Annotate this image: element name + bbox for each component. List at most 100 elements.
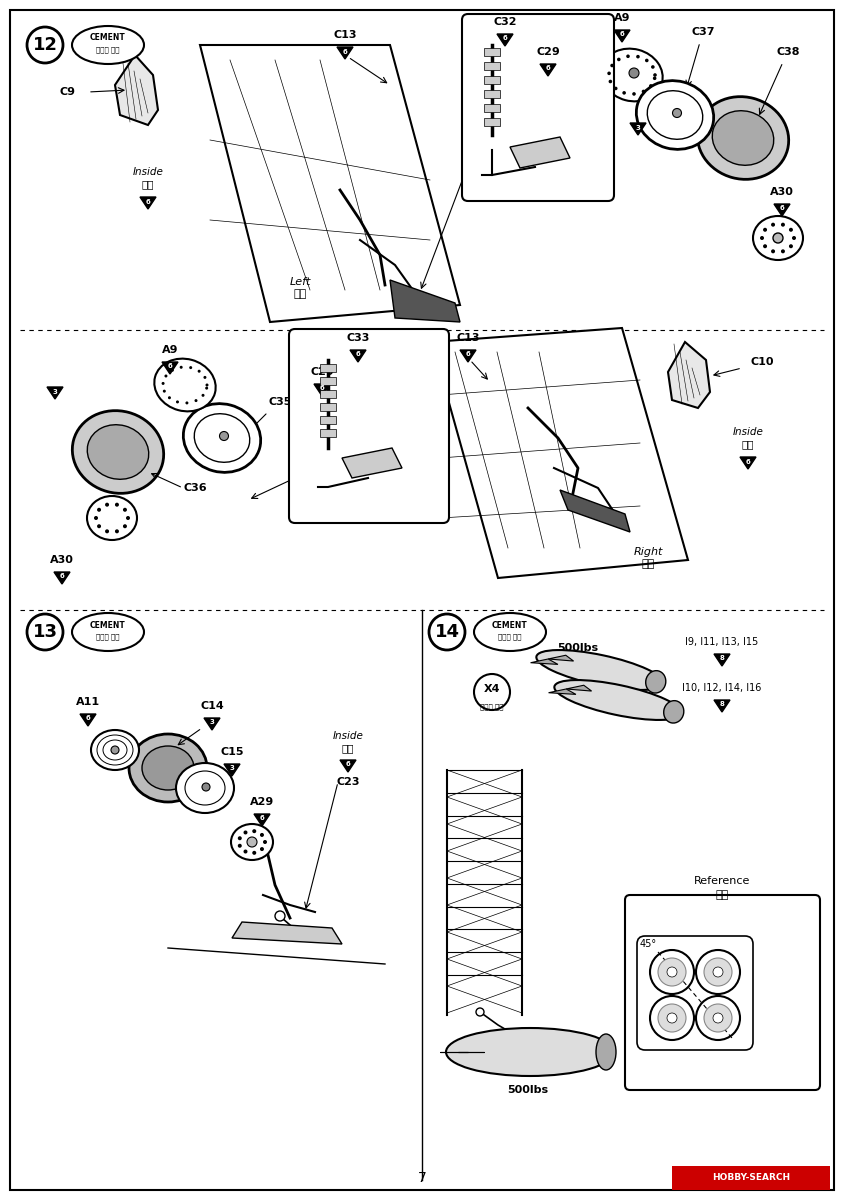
Text: 6: 6 — [85, 715, 90, 721]
Circle shape — [176, 401, 179, 403]
Polygon shape — [460, 350, 476, 362]
Ellipse shape — [154, 359, 216, 412]
Polygon shape — [566, 685, 592, 691]
Circle shape — [205, 386, 208, 390]
Circle shape — [650, 950, 694, 994]
Text: 3: 3 — [230, 766, 235, 772]
Circle shape — [667, 967, 677, 977]
Text: 8: 8 — [720, 655, 724, 661]
Polygon shape — [115, 55, 158, 125]
Text: A11: A11 — [76, 697, 100, 707]
Bar — [484, 48, 500, 56]
Text: Reference
참고: Reference 참고 — [694, 876, 750, 900]
Polygon shape — [140, 197, 156, 209]
Text: CEMENT: CEMENT — [90, 620, 126, 630]
Circle shape — [27, 26, 63, 62]
Circle shape — [781, 250, 785, 253]
Circle shape — [123, 524, 127, 528]
Circle shape — [94, 516, 98, 520]
Text: 6: 6 — [503, 36, 507, 42]
Circle shape — [789, 245, 793, 248]
Ellipse shape — [663, 701, 684, 724]
Bar — [320, 364, 336, 372]
Text: 6: 6 — [60, 574, 64, 580]
Ellipse shape — [103, 740, 127, 760]
Text: C38: C38 — [776, 47, 800, 56]
Polygon shape — [510, 137, 570, 168]
Bar — [484, 104, 500, 112]
Text: 500lbs: 500lbs — [507, 1085, 549, 1094]
Circle shape — [658, 1004, 686, 1032]
Circle shape — [773, 233, 783, 242]
Text: 3: 3 — [636, 125, 641, 131]
Circle shape — [260, 833, 264, 836]
Polygon shape — [80, 714, 96, 726]
Circle shape — [713, 967, 723, 977]
Polygon shape — [614, 30, 630, 42]
FancyBboxPatch shape — [462, 14, 614, 200]
Circle shape — [792, 236, 796, 240]
Circle shape — [626, 54, 630, 58]
Circle shape — [165, 374, 167, 378]
Text: 6: 6 — [355, 352, 360, 358]
Circle shape — [610, 64, 614, 67]
Ellipse shape — [194, 414, 250, 462]
Text: 6: 6 — [346, 762, 350, 768]
Text: 500lbs: 500lbs — [557, 643, 598, 653]
Ellipse shape — [97, 734, 133, 766]
Circle shape — [202, 394, 204, 397]
Polygon shape — [200, 44, 460, 322]
Ellipse shape — [601, 49, 663, 101]
Circle shape — [105, 529, 109, 533]
Circle shape — [105, 503, 109, 506]
Circle shape — [429, 614, 465, 650]
Text: I10, I12, I14, I16: I10, I12, I14, I16 — [682, 683, 761, 692]
Circle shape — [186, 402, 188, 404]
Polygon shape — [560, 490, 630, 532]
Text: 12: 12 — [33, 36, 57, 54]
Circle shape — [115, 503, 119, 506]
Ellipse shape — [446, 1028, 614, 1076]
Polygon shape — [549, 689, 576, 695]
Polygon shape — [337, 47, 353, 59]
Ellipse shape — [142, 746, 194, 790]
Polygon shape — [540, 64, 556, 76]
Circle shape — [649, 84, 652, 88]
Circle shape — [219, 432, 229, 440]
Text: Inside
내측: Inside 내측 — [133, 167, 164, 190]
Text: 3: 3 — [52, 389, 57, 395]
Ellipse shape — [753, 216, 803, 260]
Bar — [320, 390, 336, 398]
Circle shape — [704, 1004, 732, 1032]
Polygon shape — [232, 922, 342, 944]
Circle shape — [189, 366, 192, 370]
Ellipse shape — [536, 650, 663, 690]
Circle shape — [696, 996, 740, 1040]
Polygon shape — [548, 655, 574, 661]
Circle shape — [641, 90, 646, 94]
Text: C10: C10 — [750, 358, 774, 367]
Text: 6: 6 — [619, 31, 625, 37]
Text: 6: 6 — [780, 205, 784, 211]
Text: 8: 8 — [720, 702, 724, 708]
Ellipse shape — [596, 1034, 616, 1070]
Circle shape — [763, 245, 767, 248]
Polygon shape — [390, 280, 460, 322]
Circle shape — [622, 91, 626, 95]
Ellipse shape — [176, 763, 234, 814]
Polygon shape — [314, 384, 330, 396]
Circle shape — [629, 68, 639, 78]
Text: 수만름 조립: 수만름 조립 — [480, 703, 504, 710]
Text: Inside
내측: Inside 내측 — [733, 427, 764, 449]
Ellipse shape — [72, 613, 144, 650]
Circle shape — [163, 390, 165, 392]
Circle shape — [658, 958, 686, 986]
Ellipse shape — [72, 26, 144, 64]
Circle shape — [238, 844, 241, 847]
Ellipse shape — [73, 410, 164, 493]
Polygon shape — [774, 204, 790, 216]
Circle shape — [263, 840, 267, 844]
FancyBboxPatch shape — [625, 895, 820, 1090]
Text: HOBBY-SEARCH: HOBBY-SEARCH — [712, 1174, 790, 1182]
Polygon shape — [254, 814, 270, 826]
